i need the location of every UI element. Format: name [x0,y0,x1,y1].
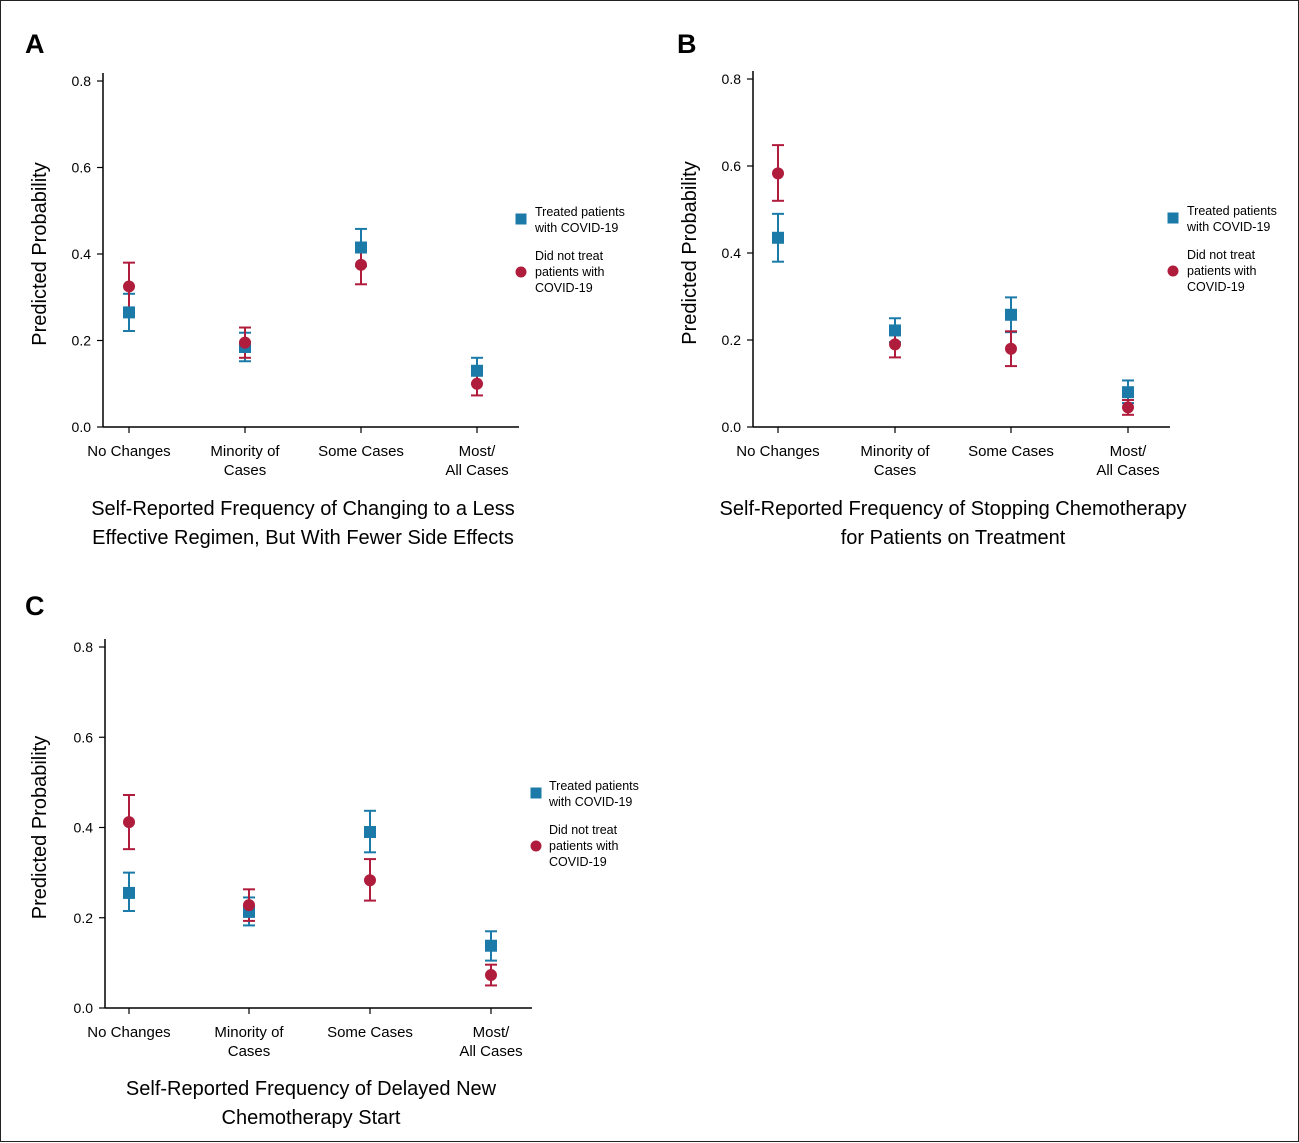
panel-a: A 0.0 0.2 0.4 0.6 0.8 Predicted Probability No … [25,29,625,549]
y-tick-label: 0.6 [722,158,742,174]
legend-label-not-treated: patients with [1187,264,1257,278]
data-point-not-treated [1122,401,1134,414]
y-tick-label: 0.6 [74,729,94,745]
legend-label-not-treated: Did not treat [1187,248,1256,262]
y-tick-label: 0.4 [722,245,742,261]
y-tick-label: 0.8 [722,71,742,87]
y-tick-label: 0.0 [722,419,742,435]
legend-label-not-treated: COVID-19 [535,281,593,295]
panel-c: C 0.0 0.2 0.4 0.6 0.8 Predicted Probability No … [25,591,639,1129]
legend-marker-not-treated [530,840,542,852]
legend-marker-treated [530,787,542,799]
data-point-not-treated [123,816,135,829]
panel-letter: B [677,29,697,59]
data-point-treated [355,241,367,254]
x-axis-label: Self-Reported Frequency of Changing to a… [91,498,515,520]
legend-label-treated: Treated patients [549,779,639,793]
data-point-not-treated [364,874,376,887]
x-category-label: All Cases [459,1043,522,1060]
legend-label-not-treated: COVID-19 [1187,280,1245,294]
x-category-label: All Cases [1096,462,1159,479]
legend: Treated patients with COVID-19 Did not tre… [1167,204,1277,294]
x-category-label: Cases [228,1043,271,1060]
x-category-label: Cases [224,462,267,479]
y-tick-label: 0.6 [72,160,92,176]
legend-label-not-treated: Did not treat [535,249,604,263]
y-tick-label: 0.8 [74,639,94,655]
data-point-treated [364,826,376,839]
panel-b: B 0.0 0.2 0.4 0.6 0.8 Predicted Probability No … [677,29,1277,549]
y-axis-label: Predicted Probability [29,736,51,919]
x-category-label: Minority of [214,1024,284,1041]
data-point-treated [772,231,784,244]
x-category-label: Some Cases [318,443,404,460]
legend: Treated patients with COVID-19 Did not tre… [530,779,639,869]
x-category-label: Some Cases [968,443,1054,460]
data-point-treated [1122,386,1134,399]
x-category-label: Minority of [210,443,280,460]
data-point-not-treated [1005,342,1017,355]
data-point-treated [471,364,483,377]
x-axis-label: Chemotherapy Start [222,1107,401,1129]
legend-marker-not-treated [1167,265,1179,277]
data-point-not-treated [772,167,784,180]
y-tick-label: 0.8 [72,73,92,89]
legend-label-treated: Treated patients [535,205,625,219]
x-axis-label: for Patients on Treatment [841,527,1066,549]
legend-label-treated: with COVID-19 [534,221,618,235]
y-tick-label: 0.2 [722,332,742,348]
x-category-label: Most/ [459,443,497,460]
y-axis-label: Predicted Probability [679,161,701,344]
legend-label-not-treated: COVID-19 [549,855,607,869]
data-point-not-treated [239,336,251,349]
data-point-not-treated [243,899,255,912]
x-axis-label: Self-Reported Frequency of Stopping Chem… [720,498,1187,520]
x-axis-label: Effective Regimen, But With Fewer Side E… [92,527,514,549]
legend-label-treated: Treated patients [1187,204,1277,218]
data-point-not-treated [485,969,497,982]
legend-label-not-treated: patients with [549,839,619,853]
y-tick-label: 0.0 [74,1000,94,1016]
legend: Treated patients with COVID-19 Did not tre… [515,205,625,295]
y-axis-label: Predicted Probability [29,162,51,345]
panel-letter: C [25,591,45,621]
data-point-treated [485,939,497,952]
legend-marker-not-treated [515,266,527,278]
y-tick-label: 0.2 [72,333,92,349]
x-category-label: All Cases [445,462,508,479]
x-category-label: Minority of [860,443,930,460]
data-point-treated [889,324,901,337]
y-tick-label: 0.2 [74,910,94,926]
data-point-treated [123,886,135,899]
data-point-not-treated [471,377,483,390]
x-category-label: No Changes [87,1024,170,1041]
legend-label-treated: with COVID-19 [1186,220,1270,234]
legend-marker-treated [515,213,527,225]
legend-marker-treated [1167,212,1179,224]
data-point-not-treated [355,258,367,271]
x-axis-label: Self-Reported Frequency of Delayed New [126,1078,497,1100]
y-tick-label: 0.0 [72,419,92,435]
x-category-label: Most/ [473,1024,511,1041]
y-tick-label: 0.4 [74,820,94,836]
data-point-not-treated [123,280,135,293]
x-category-label: Cases [874,462,917,479]
data-point-treated [123,306,135,319]
x-category-label: No Changes [87,443,170,460]
legend-label-treated: with COVID-19 [548,795,632,809]
y-tick-label: 0.4 [72,246,92,262]
legend-label-not-treated: patients with [535,265,605,279]
data-point-not-treated [889,338,901,351]
x-category-label: No Changes [736,443,819,460]
panel-letter: A [25,29,45,59]
x-category-label: Some Cases [327,1024,413,1041]
data-point-treated [1005,308,1017,321]
legend-label-not-treated: Did not treat [549,823,618,837]
x-category-label: Most/ [1110,443,1148,460]
